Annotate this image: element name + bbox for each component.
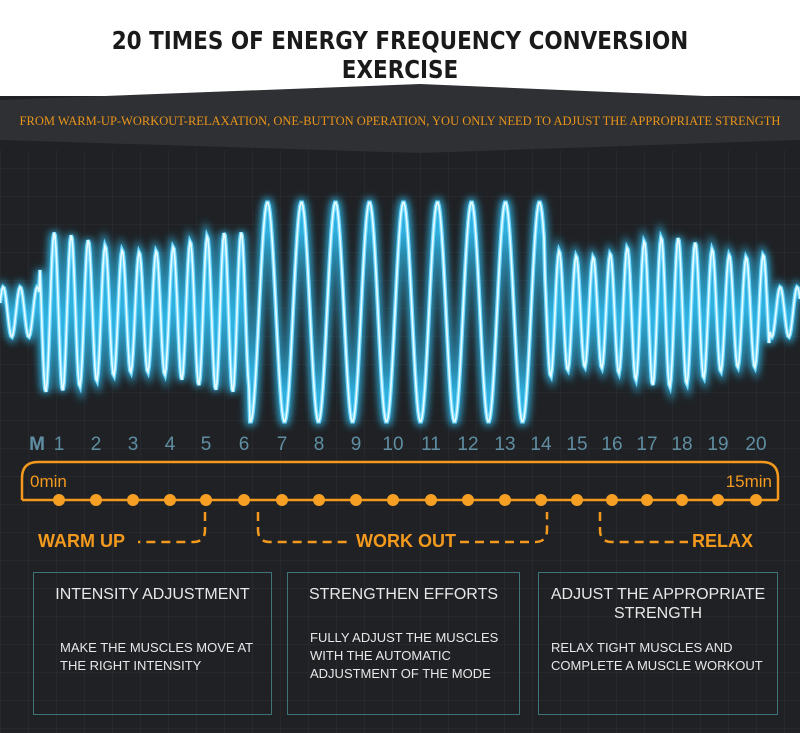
mode-label: 20 [745,434,767,455]
phase-label: WARM UP [38,531,125,551]
mode-label: 2 [90,434,102,455]
phase-label: RELAX [692,531,754,551]
mode-label: 11 [421,434,441,455]
mode-label: 10 [382,434,404,455]
timeline-dot [313,494,325,506]
timeline-dot [200,494,212,506]
timeline-dot [53,494,65,506]
waveform [0,198,800,426]
card-description: MAKE THE MUSCLES MOVE AT THE RIGHT INTEN… [60,640,253,673]
timeline-dot [641,494,653,506]
header-band [0,84,800,153]
mode-label: 4 [164,434,176,455]
timeline-dot [750,494,762,506]
mode-label: 13 [494,434,516,455]
timeline-dot [462,494,474,506]
mode-label: 12 [457,434,479,455]
timeline-dot [535,494,547,506]
mode-label: 3 [127,434,139,455]
mode-label: 15 [566,434,588,455]
mode-label: 1 [53,434,65,455]
timeline-dot [571,494,583,506]
mode-label: M [29,434,45,455]
wave-line [0,201,800,423]
mode-label: 9 [350,434,362,455]
time-end: 15min [725,472,772,491]
card: INTENSITY ADJUSTMENT MAKE THE MUSCLES MO… [33,572,272,715]
card-title: INTENSITY ADJUSTMENT [55,586,250,603]
timeline-dots [53,494,762,506]
timeline-dot [276,494,288,506]
mode-label: 14 [530,434,552,455]
mode-label: 5 [200,434,212,455]
timeline-dot [676,494,688,506]
card-title: ADJUST THE APPROPRIATE STRENGTH [550,586,766,622]
mode-label: 7 [276,434,288,455]
title: 20 TIMES OF ENERGY FREQUENCY CONVERSION … [111,26,689,84]
timeline-dot [164,494,176,506]
mode-label: 18 [671,434,693,455]
mode-label: 8 [313,434,325,455]
subtitle: FROM WARM-UP-WORKOUT-RELAXATION, ONE-BUT… [19,114,781,128]
timeline-dot [387,494,399,506]
timeline-dot [90,494,102,506]
mode-label: 16 [601,434,623,455]
timeline-dot [127,494,139,506]
timeline-dot [425,494,437,506]
card-title: STRENGTHEN EFFORTS [308,586,499,603]
timeline-dot [238,494,250,506]
mode-label: 6 [238,434,250,455]
card-description: FULLY ADJUST THE MUSCLES WITH THE AUTOMA… [310,630,499,681]
timeline-dot [712,494,724,506]
mode-label: 19 [707,434,729,455]
card: ADJUST THE APPROPRIATE STRENGTH RELAX TI… [538,572,778,715]
mode-label: 17 [636,434,658,455]
card-description: RELAX TIGHT MUSCLES AND COMPLETE A MUSCL… [551,640,763,673]
timeline-dot [499,494,511,506]
phase-brackets [138,512,688,544]
phase-label: WORK OUT [356,531,456,551]
card: STRENGTHEN EFFORTS FULLY ADJUST THE MUSC… [287,572,520,715]
time-start: 0min [30,472,67,491]
timeline-dot [350,494,362,506]
timeline-dot [606,494,618,506]
